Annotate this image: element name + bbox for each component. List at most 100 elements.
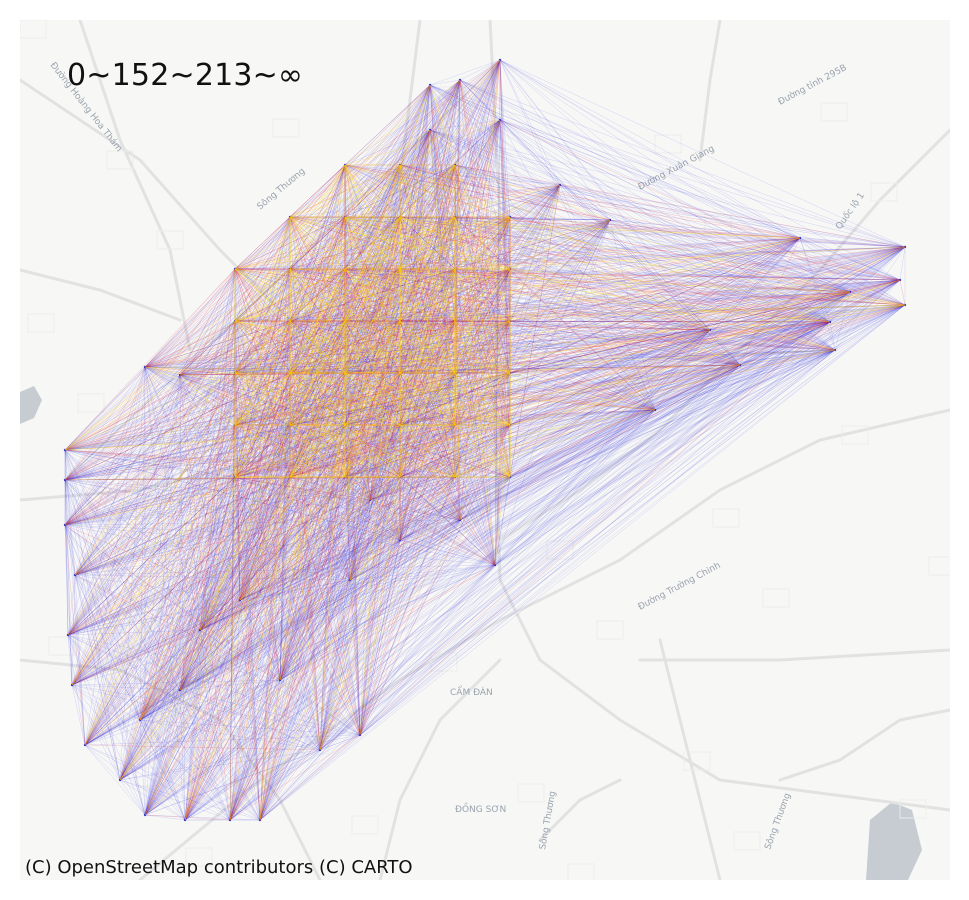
flow-line [454, 237, 801, 322]
flow-line [64, 476, 511, 481]
flow-line [64, 268, 511, 526]
flow-line [454, 164, 711, 331]
flow-line [559, 184, 836, 351]
flow-line [71, 599, 241, 686]
flow-line [64, 449, 236, 478]
flow-line [279, 476, 346, 681]
flow-line [429, 129, 611, 221]
flow-line [71, 684, 186, 821]
flow-line [64, 237, 801, 481]
flow-line [234, 320, 401, 541]
flow-line [349, 268, 511, 581]
flow-line [64, 524, 281, 681]
flow-line [67, 476, 236, 636]
flow-line [229, 476, 346, 821]
flow-line [709, 279, 901, 331]
flow-line [144, 321, 831, 816]
flow-line [319, 219, 611, 751]
flow-line [119, 372, 401, 781]
flow-line [119, 320, 291, 781]
flow-line [64, 364, 741, 451]
flow-line [344, 364, 741, 374]
flow-line [344, 246, 906, 426]
flow-line [74, 574, 181, 691]
flow-line [239, 268, 346, 601]
flow-line [144, 119, 501, 368]
flow-line [349, 119, 501, 581]
flow-line [234, 246, 906, 426]
flow-line [199, 476, 346, 631]
flow-line [399, 320, 741, 366]
flow-line [67, 634, 121, 781]
flow-line [84, 84, 431, 746]
flow-line [64, 476, 346, 481]
flow-line [64, 449, 456, 478]
flow-line [84, 409, 656, 746]
flow-line [74, 279, 901, 576]
flow-line [64, 476, 456, 481]
flow-line [64, 216, 401, 481]
flow-line [609, 219, 901, 281]
flow-line [399, 329, 711, 478]
flow-line [344, 79, 461, 426]
flow-line [289, 119, 501, 218]
flow-line [67, 634, 261, 821]
flow-line [289, 329, 711, 478]
flow-line [369, 364, 741, 501]
flow-line [67, 129, 431, 636]
flow-line [179, 476, 401, 691]
flow-line [199, 579, 351, 631]
flow-line [399, 268, 831, 323]
flow-line [454, 184, 561, 322]
flow-line [709, 329, 836, 351]
flow-line [67, 634, 181, 691]
flow-line [234, 129, 431, 478]
flow-line [509, 268, 741, 366]
flow-line [67, 424, 456, 636]
flow-line [279, 372, 511, 681]
flow-line [429, 79, 461, 131]
flow-line [369, 216, 511, 501]
flow-line [499, 59, 901, 281]
flow-line [494, 237, 801, 566]
flow-line [67, 321, 831, 636]
flow-line [369, 329, 711, 501]
flow-line [319, 424, 456, 751]
flow-line [239, 268, 511, 601]
flow-line [344, 320, 656, 411]
flow-line [259, 216, 511, 821]
flow-line [234, 476, 371, 501]
flow-line [74, 164, 346, 576]
flow-line [289, 216, 346, 426]
flow-line [319, 372, 401, 751]
flow-line [289, 184, 561, 478]
flow-line [319, 476, 511, 751]
flow-line [319, 216, 346, 751]
flow-line [139, 349, 836, 721]
flow-line [829, 246, 906, 323]
flow-line [119, 374, 181, 781]
flow-line [369, 320, 401, 501]
flow-line [399, 164, 561, 186]
flow-line [289, 268, 901, 281]
flow-line [429, 84, 656, 411]
flow-line [139, 329, 711, 721]
flow-line [144, 268, 511, 816]
building-block [459, 409, 487, 429]
map-frame[interactable]: Đường Hoàng Hoa Thám Đường tỉnh 295B Đường… [20, 20, 950, 880]
flow-line [459, 79, 611, 221]
flow-line [179, 476, 291, 691]
flow-line [199, 268, 291, 631]
flow-line [234, 129, 431, 270]
flow-line [184, 476, 291, 821]
flow-line [74, 320, 511, 576]
flow-line [344, 219, 611, 478]
flow-line [454, 349, 836, 478]
flow-line [454, 79, 461, 166]
flow-line [119, 424, 236, 781]
flow-line [64, 291, 851, 481]
flow-line [259, 216, 291, 821]
flow-line [229, 476, 401, 821]
flow-line [349, 372, 511, 581]
flow-line [144, 164, 401, 816]
